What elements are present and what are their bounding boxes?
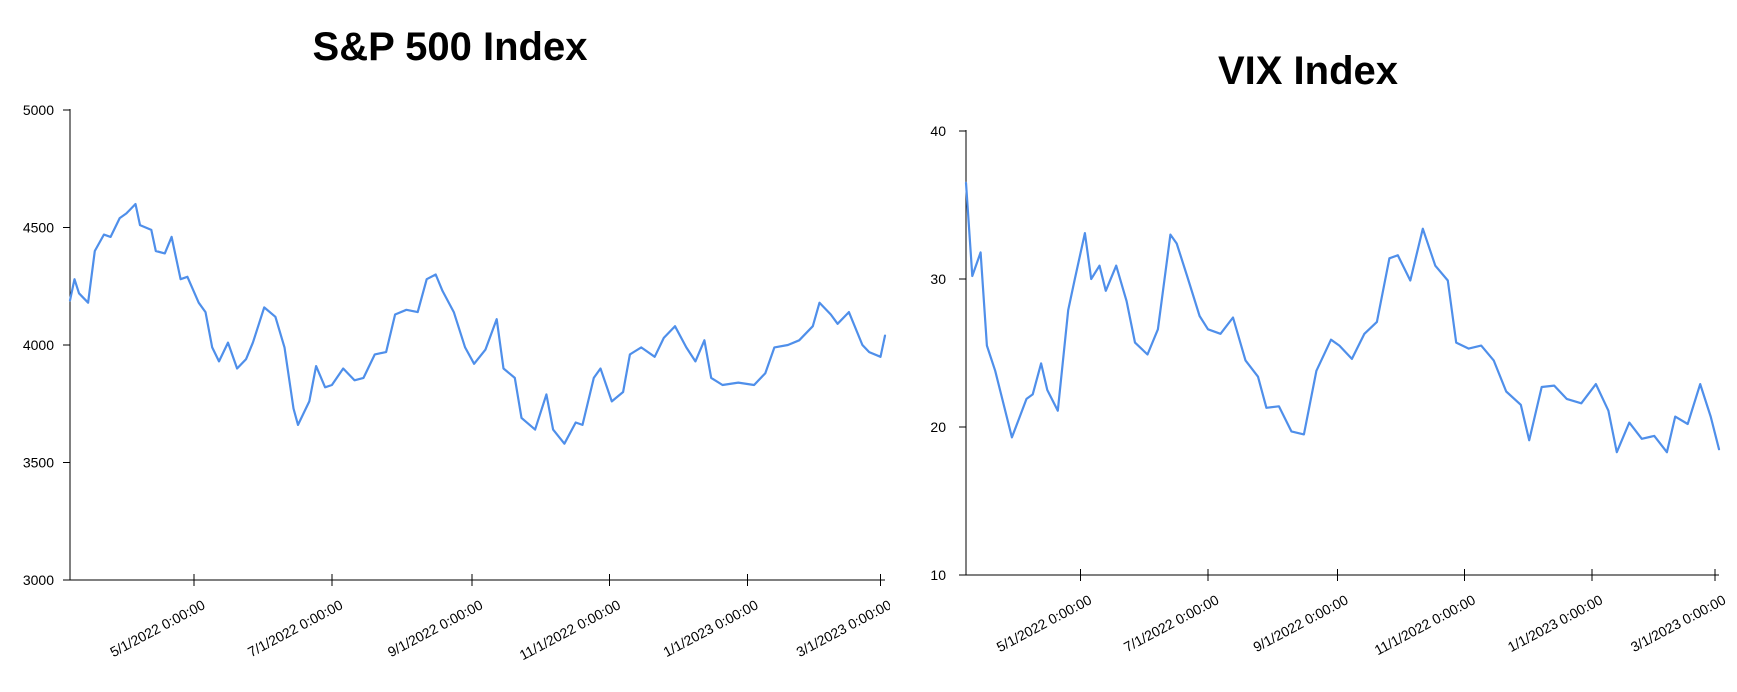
vix-chart-title: VIX Index (1218, 49, 1398, 93)
sp500-y-tick-label: 4500 (23, 220, 54, 236)
sp500-y-tick-label: 5000 (23, 102, 54, 118)
sp500-x-tick-label: 3/1/2023 0:00:00 (794, 596, 890, 660)
sp500-chart-panel: S&P 500 Index 3000 3500 4000 4500 5000 5/1/202… (23, 25, 890, 663)
vix-x-tick-label: 1/1/2023 0:00:00 (1505, 591, 1605, 655)
sp500-x-tick-label: 7/1/2022 0:00:00 (245, 596, 345, 660)
vix-x-tick-label: 3/1/2023 0:00:00 (1628, 591, 1728, 655)
vix-y-tick-label: 30 (930, 271, 946, 287)
sp500-chart: S&P 500 Index 3000 3500 4000 4500 5000 5/1/202… (23, 25, 890, 663)
sp500-y-tick-label: 4000 (23, 337, 54, 353)
vix-chart: VIX Index 10 20 30 40 5/1/2022 0:00:00 7/1/202… (930, 49, 1728, 658)
sp500-series-line (68, 202, 887, 445)
vix-x-tick-label: 5/1/2022 0:00:00 (994, 591, 1094, 655)
sp500-x-tick-label: 5/1/2022 0:00:00 (107, 596, 207, 660)
vix-y-tick-label: 10 (930, 567, 946, 583)
sp500-y-tick-label: 3000 (23, 572, 54, 588)
vix-x-tick-label: 7/1/2022 0:00:00 (1121, 591, 1221, 655)
vix-y-tick-label: 40 (930, 123, 946, 139)
vix-x-tick-label: 11/1/2022 0:00:00 (1372, 591, 1478, 658)
sp500-x-tick-label: 11/1/2022 0:00:00 (517, 596, 623, 663)
vix-chart-panel: VIX Index 10 20 30 40 5/1/2022 0:00:00 7/1/202… (890, 0, 1737, 692)
sp500-x-tick-label: 1/1/2023 0:00:00 (660, 596, 760, 660)
sp500-chart-title: S&P 500 Index (313, 25, 588, 69)
vix-x-tick-label: 9/1/2022 0:00:00 (1250, 591, 1350, 655)
vix-y-tick-label: 20 (930, 419, 946, 435)
sp500-y-tick-label: 3500 (23, 455, 54, 471)
sp500-x-tick-label: 9/1/2022 0:00:00 (385, 596, 485, 660)
vix-series-line (964, 181, 1721, 454)
